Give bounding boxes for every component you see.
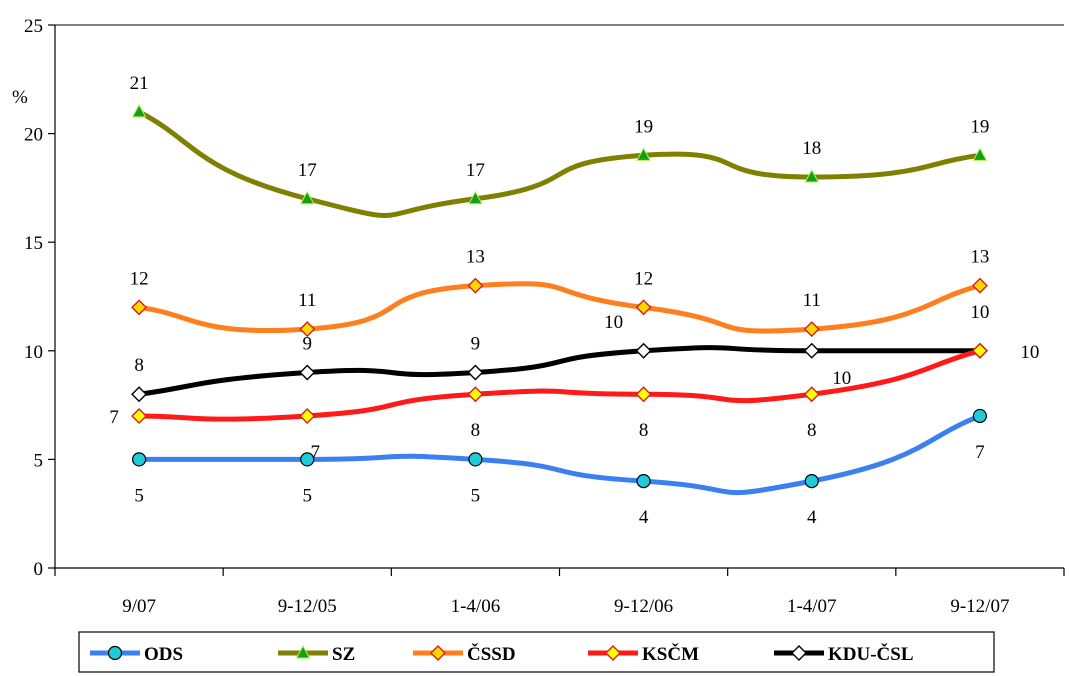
legend-label-ksčm: KSČM (642, 643, 699, 665)
legend-label-sz: SZ (332, 644, 355, 665)
data-label-ods: 5 (134, 485, 144, 506)
legend: ODS SZ ČSSD KSČM KDU-ČSL (78, 631, 995, 673)
marker-ods-4 (804, 474, 819, 489)
data-label-sz: 19 (970, 116, 989, 137)
data-label-sz: 18 (802, 138, 821, 159)
data-label-sz: 19 (634, 116, 653, 137)
marker-sz-4 (804, 168, 820, 183)
marker-ksčm-4 (803, 386, 820, 403)
marker-sz-3 (636, 147, 651, 161)
marker-čssd-2 (467, 277, 484, 294)
marker-kdu-čsl-2 (467, 364, 484, 381)
legend-marker-čssd (430, 645, 446, 661)
data-label-čssd: 11 (298, 290, 316, 311)
legend-label-čssd: ČSSD (467, 643, 516, 665)
data-label-ods: 4 (807, 507, 817, 528)
data-label-ksčm: 10 (970, 302, 989, 323)
data-labels: 5 5 5 4 4 7 21 17 17 19 18 19 12 11 13 12 11 13 7 7 8 8 8 10 8 9 9… (109, 73, 1039, 528)
x-ticks: 9/07 9-12/05 1-4/06 9-12/06 1-4/07 9-12/07 (54, 568, 1065, 617)
data-label-čssd: 12 (130, 268, 149, 289)
data-label-čssd: 13 (970, 247, 989, 268)
data-label-kdu-čsl: 9 (303, 334, 313, 355)
data-label-ods: 7 (975, 442, 985, 463)
marker-sz-5 (972, 147, 988, 161)
marker-čssd-3 (635, 299, 652, 316)
data-label-kdu-čsl: 10 (1020, 342, 1039, 363)
data-label-kdu-čsl: 8 (134, 355, 144, 376)
data-label-čssd: 11 (803, 290, 821, 311)
x-tick-label: 9-12/07 (950, 596, 1009, 617)
marker-čssd-4 (803, 321, 820, 338)
data-label-sz: 17 (466, 160, 485, 181)
marker-sz-1 (299, 190, 315, 205)
series-line-ods (136, 413, 983, 496)
legend-box (78, 631, 995, 673)
series-line-čssd (136, 281, 983, 334)
marker-ods-5 (972, 408, 988, 424)
legend-marker-ods (107, 645, 123, 661)
data-label-kdu-čsl: 9 (471, 334, 481, 355)
marker-kdu-čsl-1 (299, 364, 316, 381)
marker-ksčm-5 (971, 342, 988, 359)
marker-ksčm-0 (131, 407, 148, 424)
data-label-ksčm: 8 (639, 420, 649, 441)
series-line-sz (136, 109, 983, 218)
y-ticks: 0 5 10 15 20 25 (24, 16, 55, 580)
data-label-ksčm: 8 (471, 420, 481, 441)
marker-ods-3 (636, 474, 651, 489)
y-axis-unit: % (12, 87, 28, 108)
legend-marker-sz (295, 644, 311, 659)
data-label-ods: 5 (471, 485, 481, 506)
marker-čssd-1 (299, 321, 316, 338)
y-tick-label: 10 (24, 342, 43, 363)
data-label-sz: 21 (130, 73, 149, 94)
marker-ods-0 (131, 452, 147, 467)
data-label-čssd: 13 (466, 247, 485, 268)
x-tick-label: 1-4/06 (451, 596, 501, 617)
marker-čssd-5 (971, 277, 988, 294)
marker-kdu-čsl-4 (803, 342, 820, 359)
marker-ksčm-3 (635, 386, 652, 403)
marker-sz-2 (468, 190, 483, 205)
data-label-ksčm: 7 (109, 407, 119, 428)
x-tick-label: 9-12/05 (278, 596, 337, 617)
marker-kdu-čsl-3 (635, 342, 652, 359)
y-tick-label: 20 (24, 125, 43, 146)
axes: % (12, 24, 1064, 569)
legend-marker-ksčm (605, 645, 621, 661)
data-label-ods: 4 (639, 507, 649, 528)
marker-sz-0 (131, 103, 147, 118)
data-label-kdu-čsl: 10 (832, 368, 851, 389)
data-label-ksčm: 7 (311, 442, 321, 463)
marker-ksčm-1 (299, 407, 316, 424)
y-tick-label: 0 (34, 559, 44, 580)
data-label-čssd: 12 (634, 268, 653, 289)
legend-label-ods: ODS (144, 644, 183, 665)
data-label-ods: 5 (303, 485, 313, 506)
y-tick-label: 5 (34, 450, 44, 471)
data-label-kdu-čsl: 10 (604, 312, 623, 333)
marker-čssd-0 (131, 299, 148, 316)
marker-kdu-čsl-0 (131, 386, 148, 403)
y-tick-label: 15 (24, 233, 43, 254)
data-label-sz: 17 (298, 160, 317, 181)
data-label-ksčm: 8 (807, 420, 817, 441)
marker-ods-1 (300, 452, 315, 467)
marker-ksčm-2 (467, 386, 484, 403)
legend-label-kdu-čsl: KDU-ČSL (828, 643, 914, 665)
legend-marker-kdu-čsl (791, 645, 807, 661)
x-tick-label: 1-4/07 (787, 596, 837, 617)
y-tick-label: 25 (24, 16, 43, 37)
marker-ods-2 (468, 452, 483, 467)
series-group (131, 103, 988, 496)
x-tick-label: 9/07 (122, 596, 156, 617)
x-tick-label: 9-12/06 (614, 596, 673, 617)
